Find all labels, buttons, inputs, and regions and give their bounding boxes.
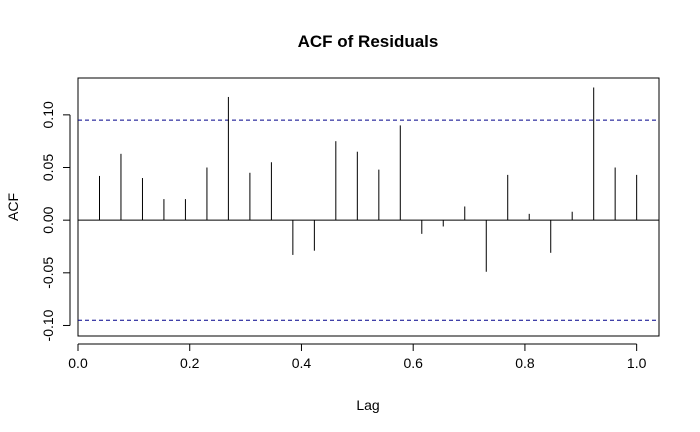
y-tick-label: 0.10: [40, 101, 56, 128]
x-tick-label: 0.6: [403, 355, 423, 371]
y-axis: -0.10 -0.05 0.00 0.05 0.10: [40, 101, 71, 341]
plot-frame: [77, 77, 660, 337]
x-tick-label: 0.2: [180, 355, 200, 371]
x-tick-label: 0.4: [292, 355, 312, 371]
confidence-lines: [78, 119, 659, 321]
y-tick-label: -0.05: [40, 257, 56, 289]
x-axis-label: Lag: [356, 397, 379, 413]
y-tick-label: -0.10: [40, 309, 56, 341]
y-tick-label: 0.00: [40, 206, 56, 233]
y-axis-label: ACF: [5, 193, 21, 221]
x-tick-label: 0.0: [68, 355, 88, 371]
x-axis: 0.0 0.2 0.4 0.6 0.8 1.0: [68, 343, 647, 371]
y-tick-label: 0.05: [40, 154, 56, 181]
x-tick-label: 0.8: [515, 355, 535, 371]
acf-bars: [99, 87, 638, 272]
chart-title: ACF of Residuals: [298, 32, 439, 51]
x-tick-label: 1.0: [627, 355, 647, 371]
